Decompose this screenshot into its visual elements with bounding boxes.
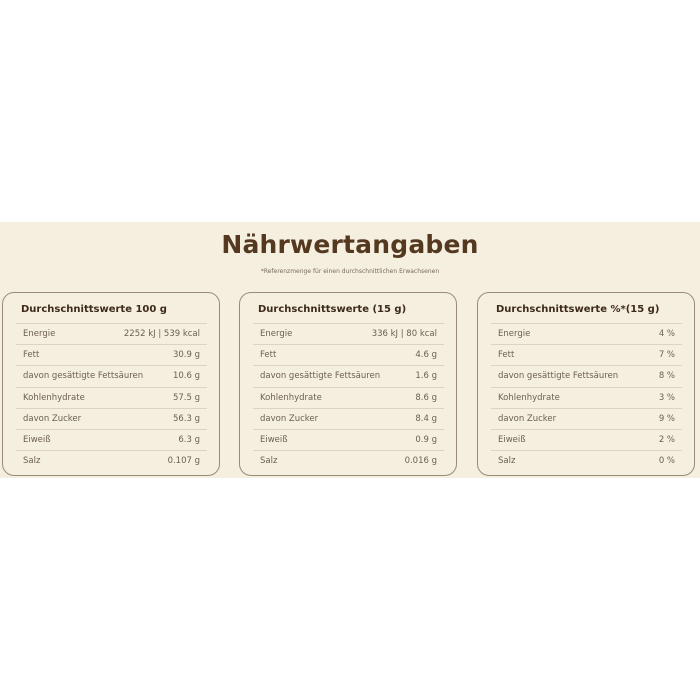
nutrient-value: 0 % [658,456,675,467]
nutrient-label: Salz [23,456,41,467]
nutrient-value: 8.4 g [415,413,437,424]
nutrient-value: 7 % [658,350,675,361]
nutrition-section [0,222,700,478]
table-row: davon gesättigte Fettsäuren 10.6 g [16,365,207,386]
table-row: davon Zucker 8.4 g [253,407,444,429]
nutrient-label: davon Zucker [260,413,319,424]
nutrient-label: Fett [260,350,277,361]
nutrient-label: davon gesättigte Fettsäuren [260,371,381,382]
nutrient-label: Kohlenhydrate [23,392,85,403]
table-row: Fett 4.6 g [253,344,444,365]
nutrient-value: 9 % [658,413,675,424]
table-row: Kohlenhydrate 57.5 g [16,386,207,408]
nutrient-label: davon gesättigte Fettsäuren [23,371,144,382]
nutrient-value: 4.6 g [415,350,437,361]
table-row: Fett 7 % [491,344,682,365]
table-row: davon Zucker 9 % [491,407,682,429]
table-row: Salz 0.016 g [253,450,444,471]
nutrient-label: davon Zucker [23,413,82,424]
nutrient-label: Fett [23,350,40,361]
nutrient-label: Salz [498,456,516,467]
nutrient-value: 2 % [658,434,675,445]
nutrient-value: 10.6 g [172,371,200,382]
nutrient-label: Energie [260,329,293,339]
table-row: Eiweiß 2 % [491,428,682,450]
nutrient-label: davon Zucker [498,413,557,424]
nutrient-label: Kohlenhydrate [260,392,322,403]
nutrient-value: 1.6 g [415,371,437,382]
reference-note: *Referenzmenge für einen durchschnittlic… [260,268,440,275]
table-row: Energie 4 % [491,323,682,344]
table-row: Eiweiß 6.3 g [16,428,207,450]
nutrient-value: 6.3 g [178,434,200,445]
nutrition-table: Durchschnittswerte %*(15 g) Energie 4 % Fet… [477,292,695,476]
nutrient-label: Eiweiß [260,434,288,445]
nutrient-label: Energie [23,329,56,339]
nutrient-value: 30.9 g [172,350,200,361]
nutrient-value: 0.107 g [167,456,200,467]
nutrient-value: 4 % [658,329,675,339]
nutrient-value: 2252 kJ | 539 kcal [123,329,200,339]
table-row: Salz 0.107 g [16,450,207,471]
nutrient-value: 8 % [658,371,675,382]
table-header: Durchschnittswerte (15 g) [258,304,407,315]
nutrient-label: Kohlenhydrate [498,392,560,403]
nutrition-table: Durchschnittswerte 100 g Energie 2252 kJ |… [2,292,220,476]
table-row: Energie 2252 kJ | 539 kcal [16,323,207,344]
nutrient-label: Fett [498,350,515,361]
nutrient-value: 57.5 g [172,392,200,403]
table-row: davon gesättigte Fettsäuren 8 % [491,365,682,386]
nutrient-value: 336 kJ | 80 kcal [371,329,437,339]
table-row: Energie 336 kJ | 80 kcal [253,323,444,344]
table-row: davon gesättigte Fettsäuren 1.6 g [253,365,444,386]
nutrient-label: Energie [498,329,531,339]
table-row: davon Zucker 56.3 g [16,407,207,429]
table-row: Salz 0 % [491,450,682,471]
nutrient-value: 3 % [658,392,675,403]
table-row: Eiweiß 0.9 g [253,428,444,450]
nutrient-label: Eiweiß [498,434,526,445]
nutrient-label: Eiweiß [23,434,51,445]
table-row: Kohlenhydrate 3 % [491,386,682,408]
nutrient-value: 8.6 g [415,392,437,403]
nutrient-label: Salz [260,456,278,467]
nutrient-label: davon gesättigte Fettsäuren [498,371,619,382]
page-title: Nährwertangaben [221,230,479,259]
table-row: Kohlenhydrate 8.6 g [253,386,444,408]
nutrition-table: Durchschnittswerte (15 g) Energie 336 kJ |… [239,292,457,476]
nutrient-value: 56.3 g [172,413,200,424]
nutrient-value: 0.016 g [404,456,437,467]
table-row: Fett 30.9 g [16,344,207,365]
nutrient-value: 0.9 g [415,434,437,445]
table-header: Durchschnittswerte %*(15 g) [496,304,660,315]
table-header: Durchschnittswerte 100 g [21,304,167,315]
